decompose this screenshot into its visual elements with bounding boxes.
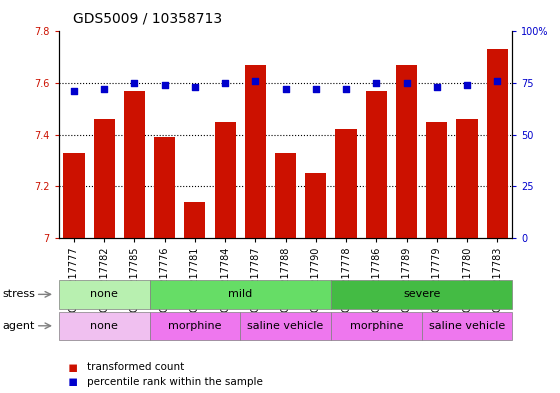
Text: morphine: morphine bbox=[349, 321, 403, 331]
Text: GDS5009 / 10358713: GDS5009 / 10358713 bbox=[73, 12, 222, 26]
Point bbox=[463, 82, 472, 88]
Text: morphine: morphine bbox=[168, 321, 222, 331]
Bar bbox=[331, 280, 512, 309]
Text: saline vehicle: saline vehicle bbox=[429, 321, 505, 331]
Point bbox=[281, 86, 290, 92]
Point bbox=[100, 86, 109, 92]
Text: none: none bbox=[90, 289, 118, 299]
Bar bbox=[63, 152, 85, 238]
Text: stress: stress bbox=[3, 289, 36, 299]
Text: mild: mild bbox=[228, 289, 253, 299]
Bar bbox=[456, 119, 478, 238]
Bar bbox=[184, 202, 206, 238]
Point bbox=[251, 78, 260, 84]
Point bbox=[342, 86, 351, 92]
Point bbox=[432, 84, 441, 90]
Point bbox=[402, 80, 411, 86]
Point bbox=[190, 84, 199, 90]
Bar bbox=[59, 280, 150, 309]
Bar bbox=[422, 312, 512, 340]
Text: agent: agent bbox=[3, 321, 35, 331]
Text: ▪: ▪ bbox=[67, 375, 78, 389]
Point bbox=[372, 80, 381, 86]
Bar bbox=[275, 152, 296, 238]
Text: none: none bbox=[90, 321, 118, 331]
Bar bbox=[150, 280, 331, 309]
Bar bbox=[335, 129, 357, 238]
Point bbox=[160, 82, 169, 88]
Bar bbox=[487, 50, 508, 238]
Bar bbox=[396, 65, 417, 238]
Bar bbox=[94, 119, 115, 238]
Bar bbox=[366, 91, 387, 238]
Bar bbox=[154, 137, 175, 238]
Point bbox=[130, 80, 139, 86]
Bar bbox=[124, 91, 145, 238]
Text: severe: severe bbox=[403, 289, 440, 299]
Text: percentile rank within the sample: percentile rank within the sample bbox=[87, 377, 263, 387]
Bar bbox=[245, 65, 266, 238]
Bar bbox=[426, 122, 447, 238]
Bar bbox=[305, 173, 326, 238]
Bar bbox=[331, 312, 422, 340]
Bar bbox=[59, 312, 150, 340]
Text: transformed count: transformed count bbox=[87, 362, 184, 373]
Point bbox=[221, 80, 230, 86]
Bar bbox=[214, 122, 236, 238]
Bar bbox=[150, 312, 240, 340]
Text: ▪: ▪ bbox=[67, 360, 78, 375]
Point bbox=[493, 78, 502, 84]
Text: saline vehicle: saline vehicle bbox=[248, 321, 324, 331]
Point bbox=[69, 88, 78, 94]
Bar bbox=[240, 312, 331, 340]
Point bbox=[311, 86, 320, 92]
